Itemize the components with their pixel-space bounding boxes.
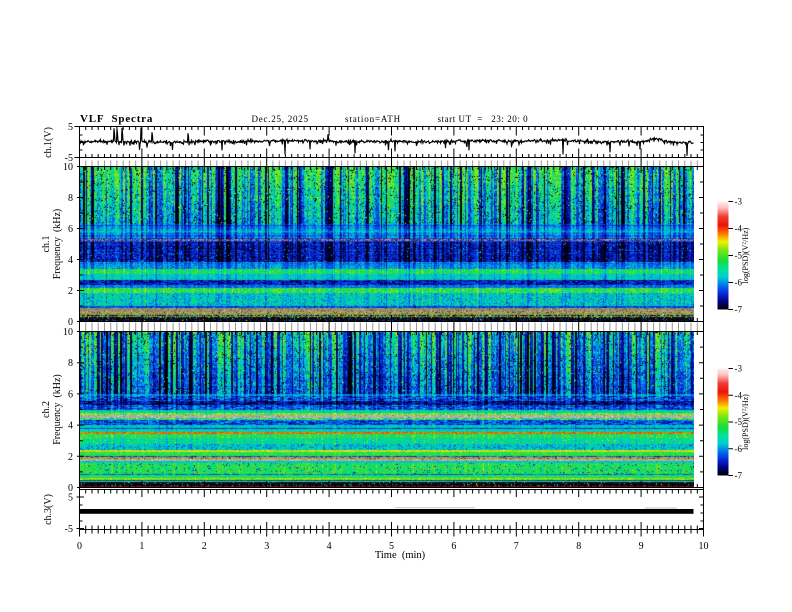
svg-text:ch.3(V): ch.3(V) — [43, 494, 54, 525]
svg-text:1: 1 — [139, 541, 144, 552]
svg-text:ch.1(V): ch.1(V) — [43, 127, 54, 158]
svg-text:6: 6 — [68, 224, 73, 235]
svg-text:0: 0 — [68, 317, 73, 328]
svg-text:9: 9 — [639, 541, 644, 552]
svg-text:-5: -5 — [735, 417, 743, 427]
svg-text:8: 8 — [576, 541, 581, 552]
svg-text:Frequency (kHz): Frequency (kHz) — [52, 209, 63, 280]
svg-text:log(PSD)(V2/Hz): log(PSD)(V2/Hz) — [741, 394, 750, 450]
svg-text:0: 0 — [68, 483, 73, 494]
svg-text:-7: -7 — [735, 471, 743, 481]
svg-text:-3: -3 — [735, 364, 743, 374]
svg-text:Time (min): Time (min) — [375, 550, 426, 561]
svg-text:10: 10 — [63, 162, 73, 173]
svg-text:-4: -4 — [735, 224, 743, 234]
svg-text:7: 7 — [514, 541, 519, 552]
svg-text:3: 3 — [264, 541, 269, 552]
svg-text:5: 5 — [389, 541, 394, 552]
svg-text:-6: -6 — [735, 444, 743, 454]
svg-text:4: 4 — [68, 421, 73, 432]
svg-text:Dec.25, 2025: Dec.25, 2025 — [252, 114, 309, 124]
svg-text:station=ATH: station=ATH — [345, 114, 401, 124]
svg-text:2: 2 — [68, 452, 73, 463]
svg-text:8: 8 — [68, 193, 73, 204]
svg-text:-5: -5 — [735, 251, 743, 261]
svg-text:start UT = 23: 20: 0: start UT = 23: 20: 0 — [438, 114, 529, 124]
svg-text:5: 5 — [68, 122, 73, 133]
svg-text:0: 0 — [77, 541, 82, 552]
svg-text:-3: -3 — [735, 197, 743, 207]
svg-text:-4: -4 — [735, 390, 743, 400]
svg-text:4: 4 — [327, 541, 332, 552]
svg-text:4: 4 — [68, 255, 73, 266]
svg-text:-5: -5 — [65, 524, 73, 535]
svg-text:5: 5 — [68, 493, 73, 504]
svg-text:8: 8 — [68, 358, 73, 369]
svg-text:-7: -7 — [735, 305, 743, 315]
svg-text:10: 10 — [699, 541, 709, 552]
svg-text:6: 6 — [451, 541, 456, 552]
svg-text:2: 2 — [202, 541, 207, 552]
svg-text:6: 6 — [68, 389, 73, 400]
svg-text:2: 2 — [68, 286, 73, 297]
svg-text:-6: -6 — [735, 278, 743, 288]
svg-text:VLF Spectra: VLF Spectra — [80, 113, 153, 125]
svg-text:10: 10 — [63, 327, 73, 338]
svg-text:-5: -5 — [65, 153, 73, 164]
svg-text:ch.2: ch.2 — [41, 401, 52, 418]
svg-text:ch.1: ch.1 — [41, 236, 52, 253]
svg-text:log(PSD)(V2/Hz): log(PSD)(V2/Hz) — [741, 227, 750, 283]
svg-text:Frequency (kHz): Frequency (kHz) — [52, 374, 63, 445]
